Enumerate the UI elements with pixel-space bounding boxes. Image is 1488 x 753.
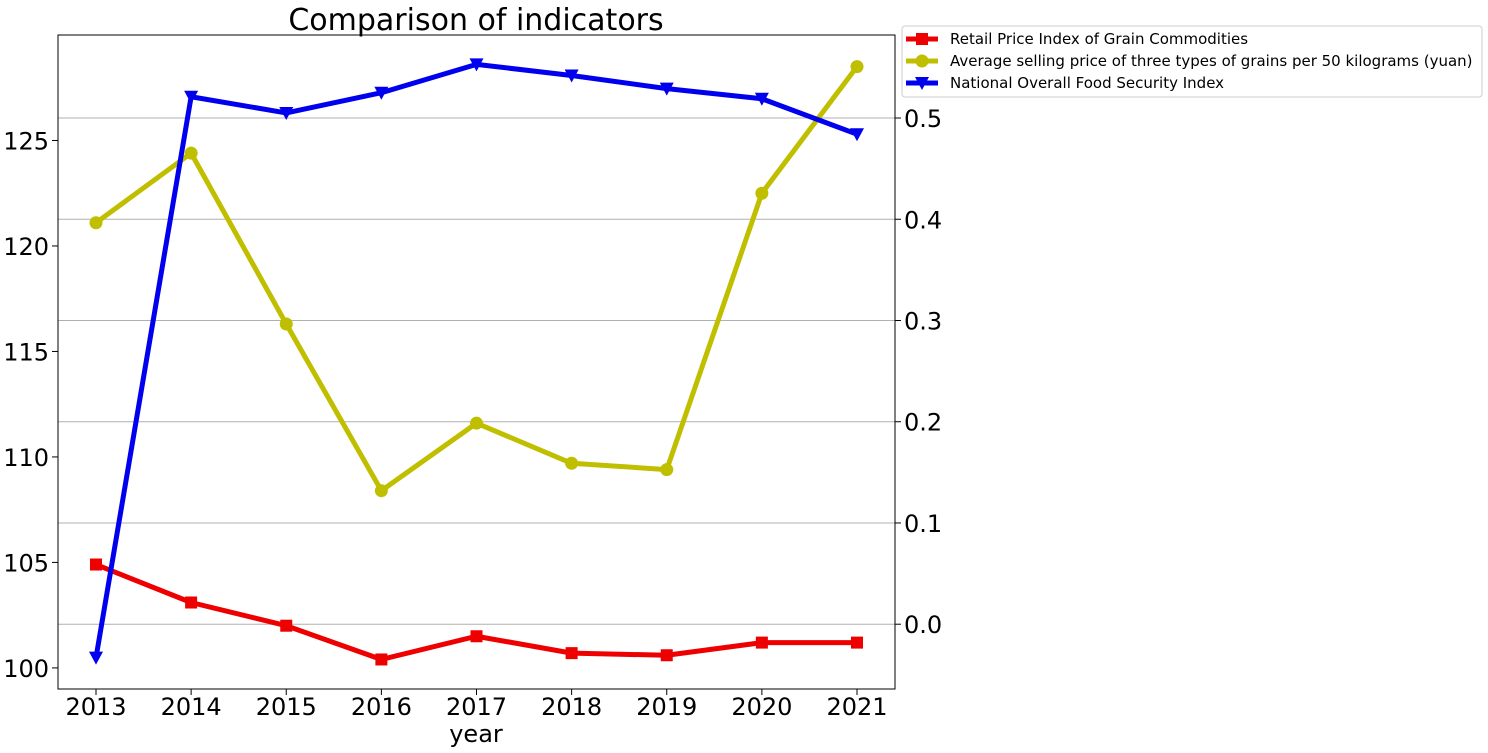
x-tick-label: 2013 xyxy=(65,693,126,721)
data-point xyxy=(184,90,199,104)
data-point xyxy=(185,596,198,609)
y-right-tick-label: 0.4 xyxy=(904,206,942,234)
y-right-tick-label: 0.0 xyxy=(904,611,942,639)
y-left-tick-label: 120 xyxy=(3,233,49,261)
data-point xyxy=(374,86,389,100)
legend-box xyxy=(901,25,1483,98)
data-point xyxy=(660,463,674,477)
data-point xyxy=(659,82,674,96)
x-tick-label: 2017 xyxy=(446,693,507,721)
data-point xyxy=(469,58,484,72)
data-point xyxy=(916,33,928,45)
y-left-tick-label: 125 xyxy=(3,127,49,155)
y-right-tick-label: 0.1 xyxy=(904,510,942,538)
y-right-tick-label: 0.3 xyxy=(904,307,942,335)
x-tick-label: 2019 xyxy=(636,693,697,721)
data-point xyxy=(915,54,929,68)
legend-label: Retail Price Index of Grain Commodities xyxy=(950,30,1248,48)
series-layer xyxy=(89,58,864,666)
x-tick-label: 2020 xyxy=(731,693,792,721)
data-point xyxy=(280,619,293,632)
data-point xyxy=(375,653,388,666)
series-line xyxy=(95,562,857,662)
data-point xyxy=(564,69,579,83)
data-point xyxy=(279,106,294,120)
chart-title: Comparison of indicators xyxy=(288,3,663,38)
data-point xyxy=(850,128,864,142)
data-point xyxy=(755,636,768,649)
legend-label: Average selling price of three types of … xyxy=(950,52,1473,70)
x-axis: 2013 2014 2015 2016 2017 2018 2019 2020 2021 xyxy=(65,689,888,721)
data-point xyxy=(660,649,673,662)
data-point xyxy=(374,484,388,498)
y-left-tick-label: 110 xyxy=(3,444,49,472)
data-point xyxy=(850,60,864,74)
series-line xyxy=(93,61,858,659)
legend-entry: Retail Price Index of Grain Commodities xyxy=(906,30,1248,48)
gridlines xyxy=(58,117,895,625)
data-point xyxy=(851,636,863,649)
x-axis-label: year xyxy=(449,720,503,748)
legend-entry: National Overall Food Security Index xyxy=(906,74,1224,92)
series-0 xyxy=(90,558,863,666)
x-tick-label: 2015 xyxy=(256,693,317,721)
y-left-tick-label: 100 xyxy=(3,655,49,683)
data-point xyxy=(89,216,103,230)
x-tick-label: 2018 xyxy=(541,693,602,721)
legend: Retail Price Index of Grain Commodities A… xyxy=(901,25,1483,98)
series-2 xyxy=(89,58,864,665)
x-tick-label: 2021 xyxy=(826,693,887,721)
y-left-tick-label: 105 xyxy=(3,549,49,577)
y-right-tick-label: 0.5 xyxy=(904,105,942,133)
legend-entry: Average selling price of three types of … xyxy=(906,52,1473,70)
y-axis-right: 0.0 0.1 0.2 0.3 0.4 0.5 xyxy=(895,105,942,639)
data-point xyxy=(565,647,578,660)
data-point xyxy=(470,630,483,643)
series-1 xyxy=(89,60,864,498)
data-point xyxy=(470,416,483,430)
x-tick-label: 2016 xyxy=(351,693,412,721)
y-left-tick-label: 115 xyxy=(3,338,49,366)
data-point xyxy=(184,146,198,160)
data-point xyxy=(565,456,579,470)
data-point xyxy=(754,92,769,106)
x-tick-label: 2014 xyxy=(161,693,222,721)
data-point xyxy=(915,77,929,90)
data-point xyxy=(89,651,103,665)
data-point xyxy=(755,186,769,200)
data-point xyxy=(279,317,293,331)
y-axis-left: 100 105 110 115 120 125 xyxy=(3,127,58,683)
y-right-tick-label: 0.2 xyxy=(904,409,942,437)
legend-label: National Overall Food Security Index xyxy=(950,74,1224,92)
data-point xyxy=(90,558,102,571)
